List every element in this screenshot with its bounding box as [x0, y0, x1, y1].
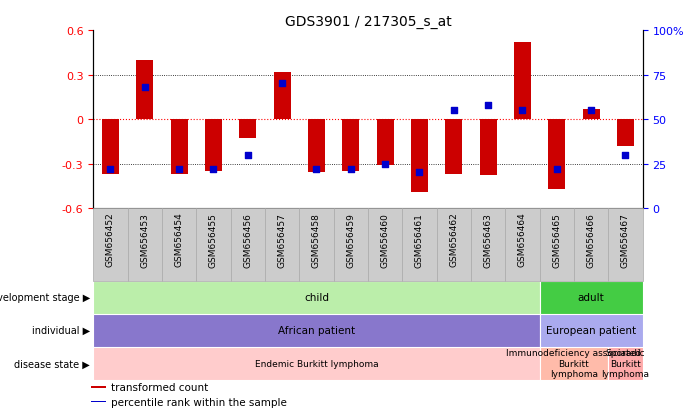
- Bar: [540, 347, 608, 380]
- Point: [551, 166, 562, 173]
- Bar: [437, 209, 471, 281]
- Bar: [540, 314, 643, 347]
- Text: GSM656462: GSM656462: [449, 212, 458, 267]
- Point: [517, 107, 528, 114]
- Text: GSM656467: GSM656467: [621, 212, 630, 267]
- Text: transformed count: transformed count: [111, 382, 208, 392]
- Bar: [608, 347, 643, 380]
- Point: [379, 161, 390, 168]
- Point: [276, 81, 287, 88]
- Point: [173, 166, 184, 173]
- Bar: [308, 120, 325, 173]
- Bar: [617, 120, 634, 147]
- Bar: [445, 120, 462, 175]
- Text: European patient: European patient: [546, 325, 636, 335]
- Bar: [342, 120, 359, 171]
- Point: [482, 102, 493, 109]
- Bar: [548, 120, 565, 189]
- Bar: [574, 209, 608, 281]
- Text: GSM656454: GSM656454: [175, 212, 184, 267]
- Bar: [205, 120, 222, 171]
- Text: GSM656460: GSM656460: [381, 212, 390, 267]
- Bar: [608, 209, 643, 281]
- Bar: [480, 120, 497, 176]
- Text: GSM656463: GSM656463: [484, 212, 493, 267]
- Text: percentile rank within the sample: percentile rank within the sample: [111, 396, 287, 407]
- Bar: [162, 209, 196, 281]
- Text: individual ▶: individual ▶: [32, 325, 90, 335]
- Bar: [299, 209, 334, 281]
- Bar: [377, 120, 394, 166]
- Bar: [93, 314, 540, 347]
- Text: African patient: African patient: [278, 325, 355, 335]
- Text: disease state ▶: disease state ▶: [14, 358, 90, 368]
- Bar: [93, 209, 128, 281]
- Bar: [136, 61, 153, 120]
- Bar: [171, 120, 188, 175]
- Bar: [505, 209, 540, 281]
- Point: [585, 107, 596, 114]
- Text: development stage ▶: development stage ▶: [0, 292, 90, 302]
- Text: child: child: [304, 292, 329, 302]
- Text: GSM656452: GSM656452: [106, 212, 115, 267]
- Bar: [196, 209, 231, 281]
- Text: adult: adult: [578, 292, 605, 302]
- Point: [140, 85, 151, 91]
- Bar: [265, 209, 299, 281]
- Bar: [368, 209, 402, 281]
- Text: Immunodeficiency associated
Burkitt
lymphoma: Immunodeficiency associated Burkitt lymp…: [507, 349, 641, 378]
- Point: [105, 166, 116, 173]
- Text: GSM656461: GSM656461: [415, 212, 424, 267]
- Bar: [93, 281, 540, 314]
- Bar: [334, 209, 368, 281]
- Text: GSM656465: GSM656465: [552, 212, 561, 267]
- Text: GSM656466: GSM656466: [587, 212, 596, 267]
- Point: [414, 170, 425, 176]
- Text: Sporadic
Burkitt
lymphoma: Sporadic Burkitt lymphoma: [601, 349, 650, 378]
- Bar: [239, 120, 256, 139]
- Point: [243, 152, 254, 159]
- Bar: [231, 209, 265, 281]
- Bar: [128, 209, 162, 281]
- Point: [620, 152, 631, 159]
- Point: [448, 107, 460, 114]
- Bar: [540, 281, 643, 314]
- Bar: [274, 72, 291, 120]
- Point: [346, 166, 357, 173]
- Text: GSM656457: GSM656457: [278, 212, 287, 267]
- Bar: [514, 43, 531, 120]
- Text: GSM656458: GSM656458: [312, 212, 321, 267]
- Text: GSM656453: GSM656453: [140, 212, 149, 267]
- Text: GSM656456: GSM656456: [243, 212, 252, 267]
- Bar: [583, 109, 600, 120]
- Bar: [540, 209, 574, 281]
- Text: GSM656464: GSM656464: [518, 212, 527, 267]
- Text: GSM656455: GSM656455: [209, 212, 218, 267]
- Bar: [102, 120, 119, 175]
- Text: Endemic Burkitt lymphoma: Endemic Burkitt lymphoma: [255, 359, 378, 368]
- Bar: [91, 401, 106, 402]
- Bar: [471, 209, 505, 281]
- Text: GSM656459: GSM656459: [346, 212, 355, 267]
- Bar: [402, 209, 437, 281]
- Bar: [411, 120, 428, 192]
- Point: [208, 166, 219, 173]
- Bar: [93, 347, 540, 380]
- Title: GDS3901 / 217305_s_at: GDS3901 / 217305_s_at: [285, 14, 451, 28]
- Bar: [91, 387, 106, 388]
- Point: [311, 166, 322, 173]
